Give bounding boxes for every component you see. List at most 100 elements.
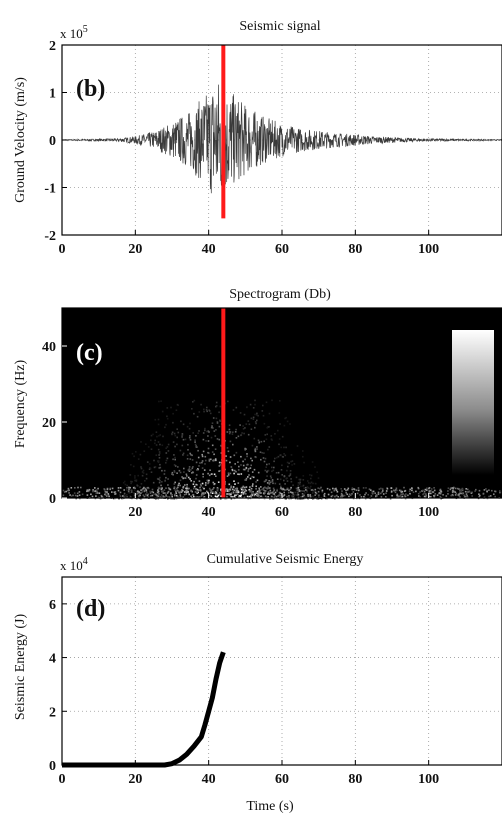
spectrogram-cell [160,400,162,402]
spectrogram-cell [124,494,127,497]
spectrogram-cell [299,481,301,484]
spectrogram-cell [145,443,147,445]
spectrogram-cell [171,494,173,496]
spectrogram-cell [233,454,236,457]
spectrogram-cell [301,490,304,492]
energy-ylabel: Seismic Energy (J) [13,614,28,721]
spectrogram-cell [371,490,374,493]
seismic-signal-title: Seismic signal [239,19,320,34]
spectrogram-cell [299,480,301,482]
spectrogram-cell [380,487,382,490]
spectrogram-cell [165,495,168,497]
spectrogram-cell [156,494,159,497]
spectrogram-cell [380,496,383,498]
spectrogram-cell [321,489,324,492]
spectrogram-cell [286,469,288,472]
spectrogram-cell [206,430,208,433]
spectrogram-cell [454,494,457,496]
spectrogram-cell [233,472,235,475]
spectrogram-cell [380,492,382,495]
spectrogram-cell [147,496,150,498]
spectrogram-cell [382,490,384,492]
spectrogram-cell [133,492,135,494]
signal-waveform [61,84,502,194]
spectrogram-cell [173,498,176,500]
spectrogram-cell [460,490,462,492]
spectrogram-cell [156,477,159,480]
spectrogram-cell [259,490,261,492]
spectrogram-cell [229,456,232,458]
x-tick-label: 100 [418,505,439,520]
spectrogram-cell [245,466,248,469]
spectrogram-cell [145,473,148,476]
spectrogram-cell [254,493,256,496]
spectrogram-cell [145,477,148,480]
spectrogram-cell [254,403,256,406]
spectrogram-cell [166,492,169,494]
y-tick-label: 1 [49,87,56,102]
spectrogram-cell [130,480,132,483]
spectrogram-cell [172,421,174,424]
spectrogram-cell [92,489,94,491]
spectrogram-cell [174,465,177,467]
spectrogram-cell [271,470,273,473]
spectrogram-cell [149,492,152,494]
spectrogram-cell [268,493,270,495]
spectrogram-cell [209,469,211,471]
spectrogram-cell [401,493,404,496]
spectrogram-cell [158,493,160,495]
spectrogram-cell [273,496,276,498]
spectrogram-cell [313,490,316,493]
spectrogram-cell [174,493,176,496]
spectrogram-cell [76,492,79,495]
spectrogram-cell [433,487,435,489]
spectrogram-cell [244,486,247,489]
spectrogram-cell [129,492,131,494]
spectrogram-cell [264,434,267,436]
spectrogram-cell [451,487,454,489]
spectrogram-cell [252,493,255,496]
spectrogram-cell [237,473,239,475]
spectrogram-cell [320,486,322,489]
spectrogram-cell [235,437,238,439]
y-tick-label: 0 [49,492,56,507]
spectrogram-cell [169,497,172,500]
spectrogram-cell [306,490,308,493]
spectrogram-cell [400,490,402,493]
spectrogram-cell [218,425,221,428]
spectrogram-cell [193,412,195,415]
spectrogram-cell [385,496,387,498]
spectrogram-cell [131,452,134,455]
spectrogram-cell [135,491,137,493]
spectrogram-cell [381,487,384,490]
spectrogram-cell [253,468,256,471]
spectrogram-cell [280,446,282,449]
spectrogram-cell [111,491,113,493]
spectrogram-cell [186,458,189,460]
spectrogram-cell [343,494,346,497]
spectrogram-cell [186,475,188,477]
spectrogram-cell [178,482,180,485]
spectrogram-cell [96,492,99,494]
spectrogram-cell [268,446,271,448]
spectrogram-cell [229,440,232,443]
spectrogram-cell [141,471,144,473]
spectrogram-cell [215,417,218,420]
spectrogram-cell [268,426,270,428]
spectrogram-cell [232,486,235,488]
spectrogram-cell [234,488,236,491]
spectrogram-cell [269,489,272,492]
spectrogram-cell [120,496,122,498]
spectrogram-cell [266,487,269,490]
spectrogram-cell [332,487,334,490]
spectrogram-cell [434,494,436,497]
spectrogram-cell [218,438,221,441]
spectrogram-cell [165,423,167,426]
y-tick-label: 0 [49,134,56,149]
spectrogram-cell [310,485,312,488]
spectrogram-cell [463,494,465,497]
spectrogram-cell [158,478,160,481]
spectrogram-cell [185,491,188,494]
spectrogram-cell [240,464,242,466]
spectrogram-cell [140,441,142,443]
